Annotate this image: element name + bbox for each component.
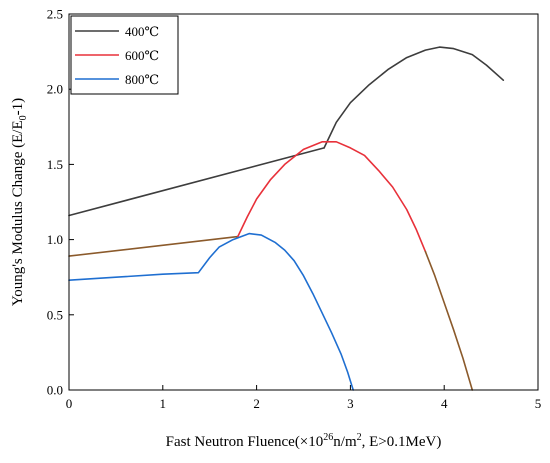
series-line (68, 232, 354, 391)
y-tick-label: 0.5 (47, 307, 63, 322)
legend-label: 400℃ (125, 24, 159, 39)
x-axis-title-sup2: 2 (357, 432, 362, 443)
x-tick-label: 2 (253, 396, 260, 411)
x-tick-label: 5 (535, 396, 542, 411)
series-line (424, 250, 474, 391)
x-axis-title-sup: 26 (323, 432, 333, 443)
x-tick-label: 4 (441, 396, 448, 411)
legend-item: 600℃ (75, 48, 159, 63)
plot-frame (68, 13, 539, 391)
x-axis-title-main: Fast Neutron Fluence(×10 (166, 434, 324, 450)
y-axis-title-main: Young's Modulus Change (E/E (10, 120, 26, 306)
series-line (68, 147, 325, 217)
x-axis-title-mid: n/m (333, 434, 357, 450)
x-tick-label: 0 (66, 396, 73, 411)
y-axis-title: Young's Modulus Change (E/E0-1) (10, 98, 29, 306)
plot-series (68, 46, 505, 391)
y-axis-title-sub: 0 (18, 115, 29, 120)
y-tick-label: 2.0 (47, 82, 63, 97)
x-tick-label: 3 (347, 396, 354, 411)
legend: 400℃ 600℃ 800℃ (70, 15, 179, 95)
x-axis-title: Fast Neutron Fluence(×1026n/m2, E>0.1MeV… (166, 432, 442, 450)
y-tick-label: 0.0 (47, 383, 63, 398)
y-axis-ticks: 0.0 0.5 1.0 1.5 2.0 2.5 (47, 7, 74, 398)
series-line (68, 235, 239, 257)
legend-label: 800℃ (125, 72, 159, 87)
series-line (237, 141, 427, 253)
x-tick-label: 1 (160, 396, 167, 411)
series-line (323, 46, 505, 149)
y-tick-label: 1.0 (47, 232, 63, 247)
legend-label: 600℃ (125, 48, 159, 63)
y-tick-label: 2.5 (47, 7, 63, 22)
y-axis-title-end: -1) (10, 98, 26, 116)
y-tick-label: 1.5 (47, 157, 63, 172)
legend-item: 400℃ (75, 24, 159, 39)
legend-item: 800℃ (75, 72, 159, 87)
x-axis-ticks: 0 1 2 3 4 5 (66, 385, 542, 411)
x-axis-title-end: , E>0.1MeV) (362, 434, 442, 450)
